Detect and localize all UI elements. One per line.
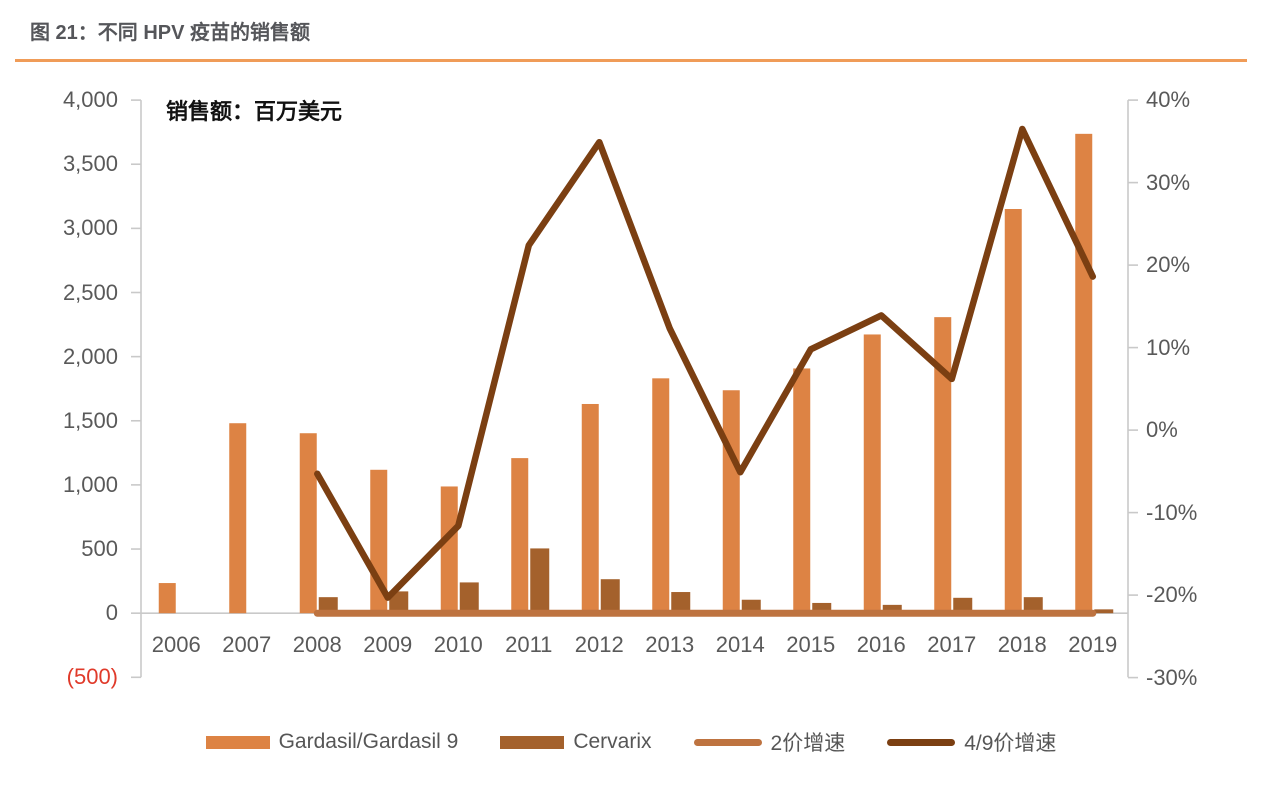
y-axis-label-right: 0% (1146, 417, 1178, 443)
legend-item-gardasil: Gardasil/Gardasil 9 (205, 730, 459, 754)
bar-cervarix (812, 602, 832, 614)
line-quadrivalent-growth (314, 125, 1097, 601)
bar-gardasil (440, 486, 458, 614)
legend-item-quadrivalent-growth: 4/9价增速 (887, 727, 1056, 757)
cervarix-bar-swatch-icon (500, 735, 565, 749)
y-axis-label-left: 1,500 (62, 407, 118, 433)
unit-annotation: 销售额：百万美元 (166, 99, 343, 124)
legend-label-gardasil: Gardasil/Gardasil 9 (278, 730, 459, 753)
bar-cervarix (530, 548, 550, 614)
y-axis-label-left: 3,000 (62, 215, 118, 241)
bar-gardasil (652, 378, 670, 614)
bar-cervarix (882, 604, 902, 614)
bar-cervarix (600, 579, 620, 614)
bar-gardasil (229, 423, 247, 614)
chart-title: 图 21：不同 HPV 疫苗的销售额 (30, 22, 311, 44)
gardasil-bar-swatch-icon (205, 735, 270, 749)
bar-cervarix (953, 597, 973, 614)
x-axis-label: 2008 (292, 632, 342, 657)
bar-gardasil (299, 433, 317, 614)
bar-gardasil (1075, 133, 1093, 614)
y-axis-label-left: (500) (66, 664, 118, 690)
quadrivalent-growth-line-swatch-icon (887, 738, 956, 746)
bar-gardasil (511, 458, 529, 614)
title-underline (15, 59, 1247, 62)
y-axis-label-right: -20% (1146, 582, 1198, 608)
bar-cervarix (1023, 597, 1043, 614)
y-axis-label-left: 500 (81, 536, 118, 562)
y-axis-label-right: 30% (1146, 169, 1191, 195)
bivalent-growth-line-swatch-icon (693, 738, 762, 746)
x-axis-label: 2009 (363, 632, 413, 657)
x-axis-label: 2006 (151, 632, 201, 657)
legend-label-bivalent-growth: 2价增速 (770, 732, 846, 755)
legend-item-cervarix: Cervarix (500, 730, 652, 754)
y-axis-label-right: 10% (1146, 334, 1191, 360)
y-axis-label-left: 4,000 (62, 87, 118, 113)
bar-cervarix (318, 597, 338, 614)
y-axis-label-left: 2,500 (62, 279, 118, 305)
bar-cervarix (671, 592, 691, 614)
bar-gardasil (934, 317, 952, 614)
x-axis-label: 2010 (433, 632, 483, 657)
y-axis-label-left: 1,000 (62, 471, 118, 497)
x-axis-label: 2018 (997, 632, 1047, 657)
legend-label-quadrivalent-growth: 4/9价增速 (964, 732, 1057, 755)
x-axis-label: 2015 (786, 632, 836, 657)
x-axis-label: 2016 (856, 632, 906, 657)
bar-cervarix (389, 591, 409, 614)
y-axis-label-right: 20% (1146, 252, 1191, 278)
bar-gardasil (793, 368, 811, 614)
y-axis-label-left: 3,500 (62, 151, 118, 177)
bar-cervarix (459, 582, 479, 614)
x-axis-label: 2012 (574, 632, 624, 657)
x-axis-label: 2017 (927, 632, 977, 657)
y-axis-label-right: 40% (1146, 87, 1191, 113)
x-axis-label: 2014 (715, 632, 765, 657)
bar-gardasil (863, 334, 881, 614)
bar-gardasil (158, 583, 176, 614)
x-axis-label: 2019 (1068, 632, 1118, 657)
y-axis-label-right: -30% (1146, 664, 1198, 690)
bar-gardasil (722, 390, 740, 614)
x-axis-label: 2011 (505, 632, 553, 657)
legend-item-bivalent-growth: 2价增速 (693, 727, 846, 757)
bar-gardasil (581, 403, 599, 614)
bar-cervarix (1094, 609, 1114, 614)
y-axis-label-left: 0 (105, 600, 118, 626)
legend: Gardasil/Gardasil 9 Cervarix 2价增速 4/9价增速 (0, 727, 1262, 757)
x-axis-label: 2007 (222, 632, 272, 657)
y-axis-label-left: 2,000 (62, 343, 118, 369)
bar-gardasil (1004, 209, 1022, 614)
x-axis-label: 2013 (645, 632, 695, 657)
y-axis-label-right: -10% (1146, 499, 1198, 525)
legend-label-cervarix: Cervarix (573, 730, 652, 753)
